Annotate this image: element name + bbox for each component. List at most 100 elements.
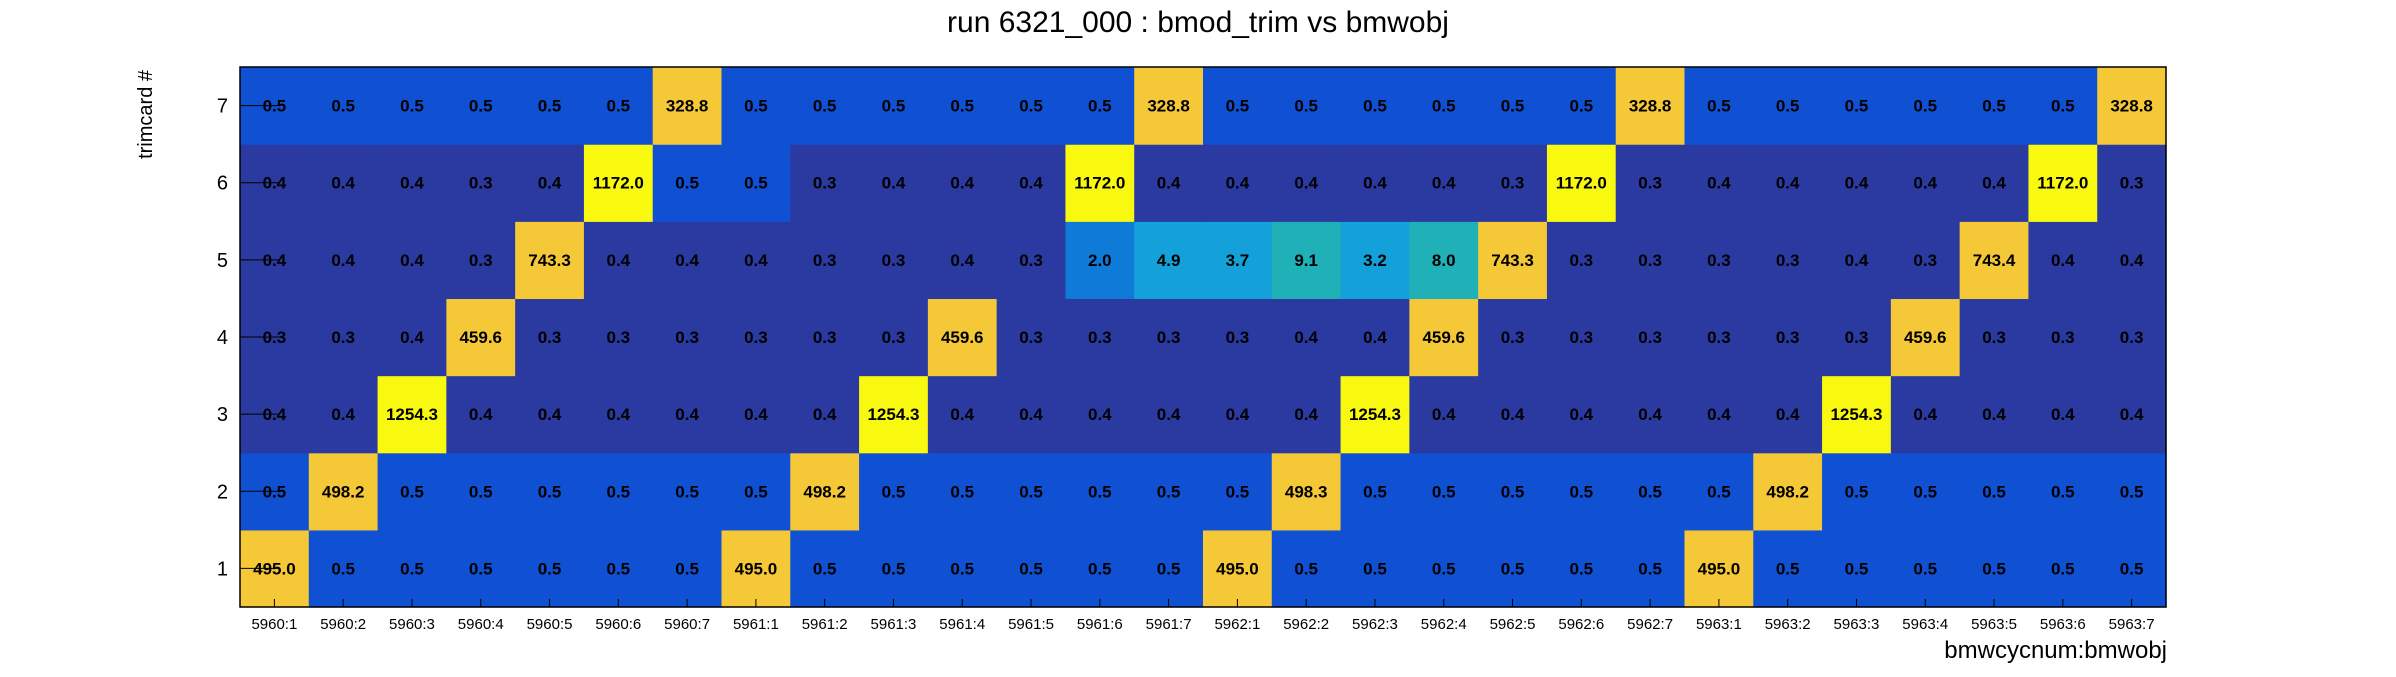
heatmap-cell [1340,67,1410,145]
cell-value-label: 0.4 [1157,174,1181,193]
cell-value-label: 0.3 [1638,174,1662,193]
cell-value-label: 3.2 [1363,251,1387,270]
heatmap-cell [790,67,860,145]
cell-value-label: 0.5 [331,559,355,578]
heatmap-cell [1134,529,1204,608]
cell-value-label: 0.5 [675,482,699,501]
heatmap-cell [1546,298,1617,377]
heatmap-cell [377,375,447,454]
cell-value-label: 4.9 [1157,251,1181,270]
heatmap-cell [859,452,929,531]
cell-value-label: 0.3 [1226,328,1250,347]
heatmap-cell [1959,452,2030,531]
heatmap-cell [515,144,585,222]
heatmap-cell [1615,375,1686,454]
cell-value-label: 0.4 [813,405,837,424]
cell-value-label: 0.5 [469,559,493,578]
cell-value-label: 0.5 [1019,97,1043,116]
heatmap-cell [721,452,791,531]
x-tick-label: 5963:6 [2040,616,2086,633]
cell-value-label: 0.4 [400,328,424,347]
heatmap-cell [1065,529,1135,608]
heatmap-cell [996,144,1067,222]
heatmap-cell [583,144,654,222]
cell-value-label: 0.4 [1294,174,1318,193]
heatmap-cell [1478,144,1548,222]
heatmap-cell [377,144,447,222]
heatmap-cell [446,529,516,608]
cell-value-label: 0.4 [950,405,974,424]
x-tick-label: 5960:5 [527,616,573,633]
cell-value-label: 1172.0 [1074,174,1125,193]
cell-value-label: 0.5 [950,482,974,501]
heatmap-cell [1615,67,1686,145]
cell-value-label: 0.5 [1432,559,1456,578]
heatmap-cell [652,67,723,145]
cell-value-label: 0.4 [2120,251,2144,270]
heatmap-cell [2028,375,2098,454]
cell-value-label: 0.5 [2120,482,2144,501]
heatmap-cell [1203,144,1273,222]
heatmap-cell [2097,144,2167,222]
cell-value-label: 0.3 [1913,251,1937,270]
heatmap-cell [1134,452,1204,531]
cell-value-label: 743.3 [528,251,571,270]
heatmap-cell [446,452,516,531]
cell-value-label: 0.4 [607,251,631,270]
cell-value-label: 0.4 [1226,174,1250,193]
heatmap-cell [652,529,723,608]
cell-value-label: 0.3 [1088,328,1112,347]
heatmap-cell [721,221,791,300]
cell-value-label: 0.4 [1157,405,1181,424]
cell-value-label: 0.5 [1982,559,2006,578]
heatmap-cell [1340,298,1410,377]
cell-value-label: 0.5 [882,559,906,578]
cell-value-label: 0.5 [813,559,837,578]
cell-value-label: 498.2 [803,482,846,501]
cell-value-label: 459.6 [459,328,502,347]
heatmap-cell [308,375,379,454]
x-tick-label: 5960:3 [389,616,435,633]
heatmap-cell [1478,375,1548,454]
heatmap-cell [1615,221,1686,300]
heatmap-cell [2028,298,2098,377]
cell-value-label: 0.4 [1913,174,1937,193]
heatmap-cell [1822,144,1892,222]
cell-value-label: 0.4 [1982,405,2006,424]
heatmap-cell [1134,375,1204,454]
cell-value-label: 0.4 [1570,405,1594,424]
cell-value-label: 0.3 [2120,174,2144,193]
heatmap-cell [1065,67,1135,145]
heatmap-cell [1890,144,1961,222]
heatmap-cell [308,452,379,531]
cell-value-label: 0.5 [744,482,768,501]
cell-value-label: 0.3 [1707,328,1731,347]
cell-value-label: 0.3 [2051,328,2075,347]
heatmap-cell [1890,375,1961,454]
cell-value-label: 0.5 [2120,559,2144,578]
heatmap-cell [1753,221,1823,300]
cell-value-label: 2.0 [1088,251,1112,270]
cell-value-label: 459.6 [1904,328,1947,347]
cell-value-label: 0.5 [1432,97,1456,116]
heatmap-cell [927,221,998,300]
x-axis-label: bmwcycnum:bmwobj [1944,637,2167,664]
cell-value-label: 0.5 [538,482,562,501]
heatmap-cell [515,298,585,377]
cell-value-label: 0.5 [1913,559,1937,578]
cell-value-label: 0.5 [1294,97,1318,116]
heatmap-cell [2097,298,2167,377]
heatmap-cell [1409,67,1479,145]
x-tick-label: 5960:6 [595,616,641,633]
cell-value-label: 0.5 [882,482,906,501]
x-tick-label: 5961:4 [939,616,985,633]
heatmap-cell [1340,144,1410,222]
x-tick-label: 5962:5 [1490,616,1536,633]
heatmap-cell [790,144,860,222]
x-tick-label: 5962:7 [1627,616,1673,633]
cell-value-label: 0.4 [1776,174,1800,193]
x-tick-labels: 5960:1 5960:2 5960:3 5960:4 5960:5 5960:6 5960… [251,599,2155,633]
heatmap-cell [1478,67,1548,145]
cell-value-label: 0.3 [1019,328,1043,347]
cell-value-label: 0.4 [1638,405,1662,424]
